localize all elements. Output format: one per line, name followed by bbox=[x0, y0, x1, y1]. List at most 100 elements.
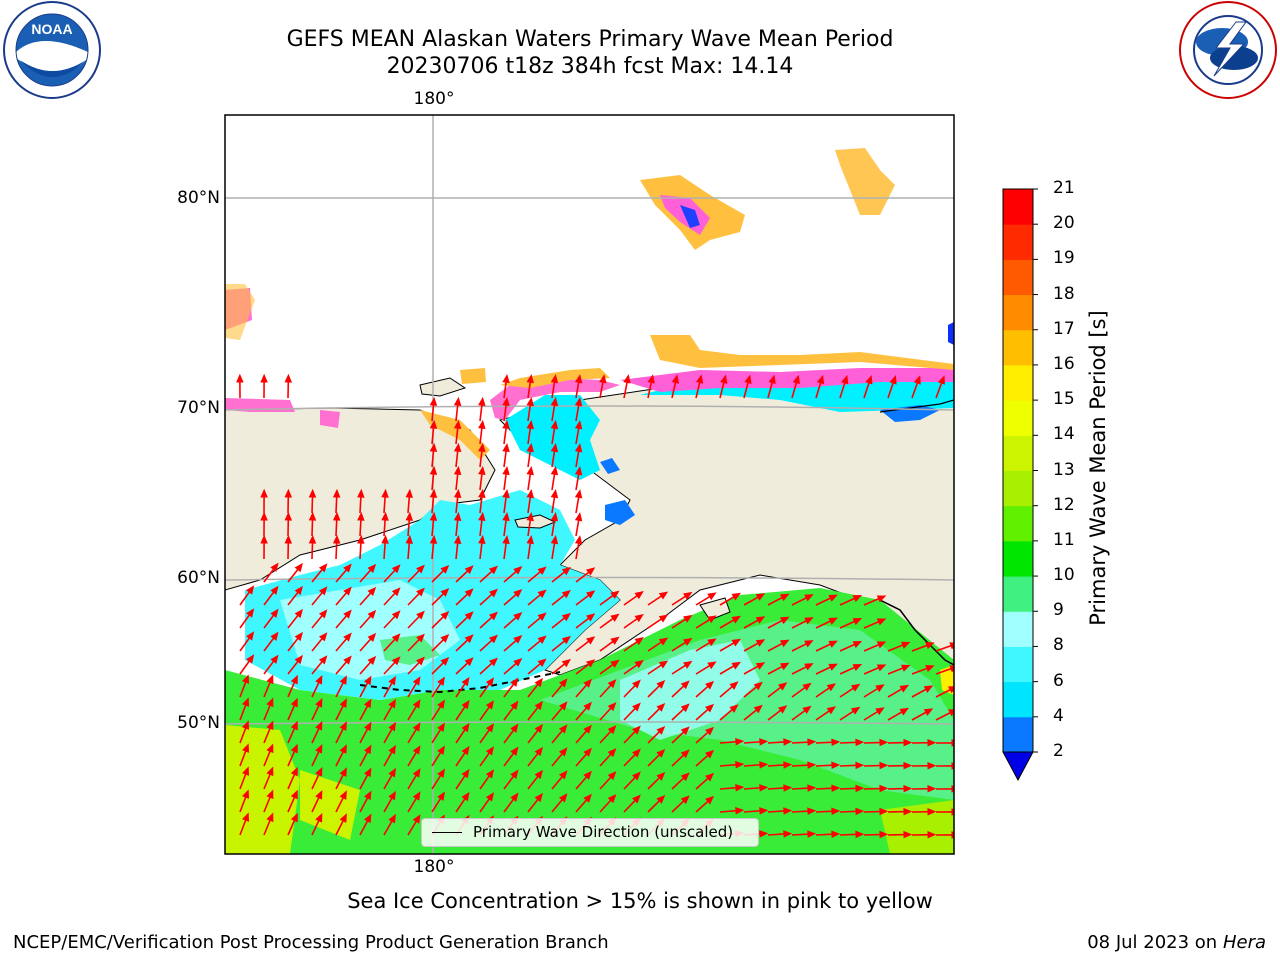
wave-arrow-head bbox=[266, 697, 274, 708]
wave-arrow-head bbox=[437, 722, 446, 732]
wave-arrow-head bbox=[537, 589, 547, 598]
wave-arrow-head bbox=[583, 678, 592, 688]
wave-arrow-head bbox=[792, 374, 800, 385]
wave-arrow-head bbox=[583, 701, 592, 711]
wave-arrow-head bbox=[388, 698, 396, 709]
wave-arrow-head bbox=[852, 595, 863, 603]
wave-arrow-head bbox=[807, 784, 817, 792]
wave-arrow-head bbox=[729, 681, 739, 690]
wave-arrow-head bbox=[607, 725, 617, 735]
wave-arrow-head bbox=[731, 638, 741, 647]
wave-arrow-head bbox=[391, 587, 401, 597]
colorbar-extend-triangle bbox=[1002, 751, 1034, 782]
colorbar-tick-label: 18 bbox=[1053, 283, 1075, 304]
wave-arrow-head bbox=[634, 591, 644, 600]
colorbar bbox=[1002, 188, 1038, 782]
wave-arrow-head bbox=[284, 488, 293, 498]
colorbar-tick-label: 20 bbox=[1053, 213, 1075, 234]
wave-arrow-head bbox=[768, 374, 776, 385]
map-legend: Primary Wave Direction (unscaled) bbox=[421, 818, 759, 847]
wave-arrow-head bbox=[925, 665, 935, 673]
wave-arrow-head bbox=[485, 700, 495, 710]
wave-arrow-head bbox=[367, 586, 377, 596]
wave-arrow-head bbox=[550, 443, 559, 453]
lon-label-bottom: 180° bbox=[413, 857, 455, 877]
wave-arrow-head bbox=[416, 633, 425, 643]
wave-arrow-head bbox=[850, 706, 861, 715]
wave-arrow-head bbox=[526, 373, 534, 384]
wave-arrow-head bbox=[599, 374, 607, 384]
wave-arrow-head bbox=[290, 697, 298, 708]
wave-arrow-head bbox=[695, 374, 704, 384]
wave-arrow-head bbox=[720, 374, 728, 384]
wave-arrow-head bbox=[550, 374, 559, 384]
wave-arrow-head bbox=[339, 675, 347, 685]
canada-island bbox=[948, 322, 954, 345]
wave-arrow-head bbox=[290, 812, 298, 823]
wave-arrow-head bbox=[294, 562, 303, 573]
wave-arrow-head bbox=[574, 443, 583, 453]
wave-arrow-head bbox=[537, 566, 547, 575]
wave-arrow-head bbox=[779, 662, 790, 671]
colorbar-tick-label: 4 bbox=[1053, 705, 1064, 726]
wave-arrow-head bbox=[388, 675, 396, 686]
wave-arrow-head bbox=[705, 749, 715, 759]
wave-arrow-head bbox=[388, 767, 396, 778]
colorbar-label: Primary Wave Mean Period [s] bbox=[1086, 310, 1110, 626]
wave-arrow-head bbox=[927, 785, 937, 793]
wave-arrow-head bbox=[461, 676, 470, 687]
wave-arrow-head bbox=[453, 534, 462, 544]
colorbar-tick-label: 10 bbox=[1053, 565, 1075, 586]
wave-arrow-head bbox=[534, 792, 544, 803]
wave-arrow-head bbox=[879, 761, 889, 770]
wave-arrow-head bbox=[526, 396, 534, 407]
wave-arrow-head bbox=[391, 656, 401, 666]
wave-arrow-head bbox=[607, 794, 617, 804]
wave-arrow-head bbox=[343, 586, 352, 596]
wave-arrow-head bbox=[284, 534, 293, 544]
wave-arrow-head bbox=[783, 784, 793, 792]
wave-arrow-head bbox=[315, 721, 323, 731]
wave-arrow-head bbox=[363, 790, 372, 801]
wave-arrow-head bbox=[464, 634, 474, 644]
wave-arrow-head bbox=[266, 720, 274, 731]
colorbar-tick-label: 8 bbox=[1053, 635, 1064, 656]
wave-arrow-head bbox=[485, 792, 495, 802]
wave-arrow-head bbox=[923, 685, 934, 693]
wave-arrow-head bbox=[623, 374, 631, 384]
wave-arrow-head bbox=[416, 610, 425, 620]
wave-arrow-head bbox=[731, 615, 741, 624]
wave-arrow-head bbox=[270, 654, 279, 664]
wave-arrow-head bbox=[412, 699, 421, 709]
wave-arrow-head bbox=[807, 807, 817, 815]
wave-arrow-head bbox=[561, 635, 571, 645]
wave-arrow-head bbox=[242, 720, 250, 730]
wave-arrow-head bbox=[656, 679, 666, 689]
wave-arrow-head bbox=[537, 658, 547, 667]
colorbar-bin bbox=[1003, 294, 1033, 331]
wave-arrow-head bbox=[561, 612, 571, 622]
wave-arrow-head bbox=[647, 374, 655, 384]
wave-arrow-head bbox=[416, 564, 425, 574]
wave-arrow-head bbox=[574, 397, 583, 407]
wave-arrow-head bbox=[558, 793, 568, 803]
wave-arrow-head bbox=[260, 488, 268, 498]
wave-arrow-head bbox=[586, 613, 596, 622]
wave-arrow-head bbox=[315, 698, 323, 708]
wave-arrow-head bbox=[707, 592, 717, 601]
wave-arrow-head bbox=[879, 807, 889, 816]
wave-arrow-head bbox=[879, 830, 889, 839]
wave-arrow-head bbox=[951, 831, 954, 839]
wave-arrow-head bbox=[927, 808, 937, 816]
sea-ice-wrangel bbox=[460, 368, 486, 384]
st-lawrence-island bbox=[514, 514, 557, 529]
wave-arrow-head bbox=[510, 769, 519, 779]
sea-ice-yellow-2 bbox=[650, 335, 954, 370]
wave-arrow-head bbox=[388, 721, 396, 732]
wave-arrow-head bbox=[318, 655, 328, 665]
wave-arrow-head bbox=[865, 374, 873, 385]
wave-arrow-head bbox=[478, 534, 486, 545]
wave-arrow-head bbox=[502, 534, 510, 545]
wave-arrow-head bbox=[656, 702, 666, 712]
wave-arrow-head bbox=[759, 738, 769, 746]
